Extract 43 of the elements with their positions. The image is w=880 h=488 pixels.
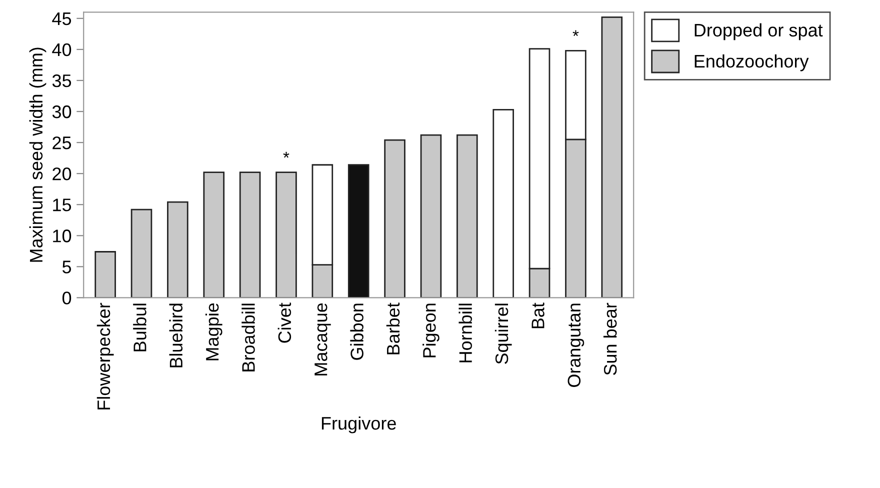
x-tick-label: Barbet xyxy=(386,302,400,354)
bar xyxy=(94,251,116,298)
x-tick-label: Sun bear xyxy=(603,302,617,375)
bar xyxy=(167,201,188,298)
bar xyxy=(456,134,478,298)
bar xyxy=(384,139,406,298)
x-tick-label: Gibbon xyxy=(350,304,364,360)
y-axis-title: Maximum seed width (mm) xyxy=(29,48,46,262)
legend-label: Endozoochory xyxy=(694,54,809,72)
bar xyxy=(348,164,370,298)
x-tick-label: Hornbill xyxy=(458,304,472,362)
y-tick-label: 35 xyxy=(52,74,72,88)
x-tick-label: Orangutan xyxy=(568,304,584,387)
y-tick-label: 20 xyxy=(52,167,72,180)
y-tick-label: 40 xyxy=(52,43,72,56)
bar xyxy=(203,172,225,298)
bar xyxy=(130,208,152,298)
x-tick-label: Bluebird xyxy=(169,304,183,368)
x-tick-label: Macaque xyxy=(314,303,331,376)
annotation: * xyxy=(283,152,290,158)
x-axis-title: Frugivore xyxy=(322,416,396,434)
legend-label: Dropped or spat xyxy=(694,23,823,40)
y-tick-label: 15 xyxy=(53,198,72,212)
bar xyxy=(601,16,623,298)
bar xyxy=(420,134,442,298)
y-tick-label: 30 xyxy=(52,105,72,118)
x-tick-label: Pigeon xyxy=(422,304,440,358)
bar xyxy=(239,172,261,298)
x-tick-label: Bat xyxy=(532,302,544,328)
x-tick-label: Magpie xyxy=(205,303,222,360)
y-tick-label: 0 xyxy=(62,292,72,304)
x-tick-label: Broadbill xyxy=(242,304,255,372)
x-tick-label: Bulbul xyxy=(133,304,146,352)
x-tick-label: Flowerpecker xyxy=(96,302,114,410)
y-tick-label: 5 xyxy=(62,260,72,274)
y-tick-label: 10 xyxy=(53,230,72,242)
x-tick-label: Squirrel xyxy=(494,304,512,364)
y-tick-label: 45 xyxy=(52,12,72,26)
bar xyxy=(492,108,514,298)
y-tick-label: 25 xyxy=(52,136,72,150)
bar xyxy=(276,172,297,298)
annotation: * xyxy=(572,30,579,36)
x-tick-label: Civet xyxy=(278,302,292,343)
